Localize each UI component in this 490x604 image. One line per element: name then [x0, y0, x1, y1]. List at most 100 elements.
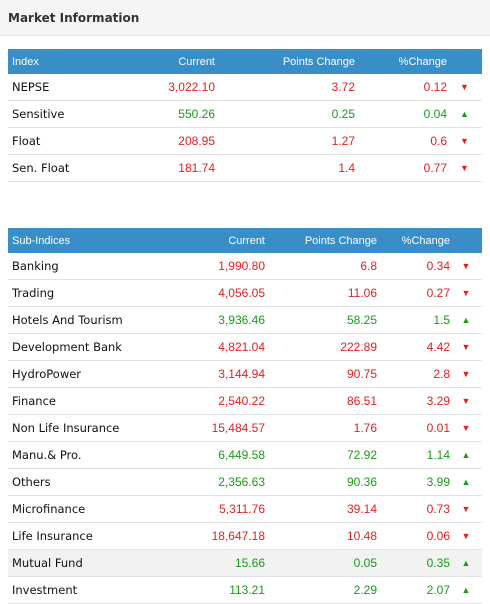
- row-points-change: 39.14: [265, 495, 377, 523]
- triangle-down-icon: ▼: [450, 387, 482, 415]
- row-pct-change: 0.06: [377, 522, 450, 550]
- row-current: 6,449.58: [148, 441, 265, 469]
- row-current: 3,936.46: [148, 306, 265, 334]
- table-row[interactable]: Mutual Fund 15.66 0.05 0.35 ▲: [8, 549, 482, 577]
- col-header-points-change: Points Change: [265, 228, 377, 253]
- row-name: Finance: [8, 387, 148, 415]
- row-current: 208.95: [103, 127, 215, 155]
- row-current: 3,144.94: [148, 360, 265, 388]
- triangle-up-icon: ▲: [450, 306, 482, 334]
- row-points-change: 1.27: [215, 127, 355, 155]
- row-points-change: 10.48: [265, 522, 377, 550]
- row-points-change: 72.92: [265, 441, 377, 469]
- panel-title: Market Information: [0, 0, 490, 36]
- row-pct-change: 0.6: [355, 127, 447, 155]
- table-row[interactable]: NEPSE 3,022.10 3.72 0.12 ▼: [8, 74, 482, 101]
- row-name: Investment: [8, 576, 148, 604]
- row-name: Others: [8, 468, 148, 496]
- row-name: Microfinance: [8, 495, 148, 523]
- row-name: Trading: [8, 279, 148, 307]
- row-name: Life Insurance: [8, 522, 148, 550]
- table-row[interactable]: Others 2,356.63 90.36 3.99 ▲: [8, 468, 482, 496]
- table-row[interactable]: Microfinance 5,311.76 39.14 0.73 ▼: [8, 495, 482, 523]
- row-points-change: 222.89: [265, 333, 377, 361]
- triangle-down-icon: ▼: [450, 414, 482, 442]
- row-points-change: 86.51: [265, 387, 377, 415]
- triangle-up-icon: ▲: [447, 100, 482, 128]
- triangle-up-icon: ▲: [450, 468, 482, 496]
- row-name: Manu.& Pro.: [8, 441, 148, 469]
- row-name: Float: [8, 127, 103, 155]
- row-current: 3,022.10: [103, 74, 215, 101]
- triangle-up-icon: ▲: [450, 576, 482, 604]
- triangle-down-icon: ▼: [447, 74, 482, 101]
- row-points-change: 6.8: [265, 253, 377, 280]
- col-header-current: Current: [103, 49, 215, 74]
- row-current: 550.26: [103, 100, 215, 128]
- triangle-down-icon: ▼: [447, 127, 482, 155]
- table-row[interactable]: Finance 2,540.22 86.51 3.29 ▼: [8, 387, 482, 415]
- row-points-change: 90.75: [265, 360, 377, 388]
- row-pct-change: 0.01: [377, 414, 450, 442]
- row-pct-change: 0.12: [355, 74, 447, 101]
- row-current: 181.74: [103, 154, 215, 182]
- row-current: 18,647.18: [148, 522, 265, 550]
- row-current: 15,484.57: [148, 414, 265, 442]
- triangle-up-icon: ▲: [450, 441, 482, 469]
- col-header-points-change: Points Change: [215, 49, 355, 74]
- row-current: 2,540.22: [148, 387, 265, 415]
- table-row[interactable]: Development Bank 4,821.04 222.89 4.42 ▼: [8, 333, 482, 361]
- row-name: Non Life Insurance: [8, 414, 148, 442]
- triangle-down-icon: ▼: [450, 495, 482, 523]
- sub-indices-table: Sub-Indices Current Points Change %Chang…: [8, 228, 482, 604]
- col-header-sub-indices: Sub-Indices: [8, 228, 148, 253]
- row-name: NEPSE: [8, 74, 103, 101]
- table-row[interactable]: Life Insurance 18,647.18 10.48 0.06 ▼: [8, 522, 482, 550]
- triangle-up-icon: ▲: [450, 549, 482, 577]
- row-pct-change: 3.99: [377, 468, 450, 496]
- triangle-down-icon: ▼: [450, 360, 482, 388]
- row-points-change: 3.72: [215, 74, 355, 101]
- row-name: Development Bank: [8, 333, 148, 361]
- row-current: 2,356.63: [148, 468, 265, 496]
- table-row[interactable]: Manu.& Pro. 6,449.58 72.92 1.14 ▲: [8, 441, 482, 469]
- row-points-change: 11.06: [265, 279, 377, 307]
- row-name: Mutual Fund: [8, 549, 148, 577]
- row-points-change: 1.76: [265, 414, 377, 442]
- row-name: Sen. Float: [8, 154, 103, 182]
- index-table-header: Index Current Points Change %Change: [8, 49, 482, 74]
- row-pct-change: 1.14: [377, 441, 450, 469]
- row-current: 15.66: [148, 549, 265, 577]
- table-row[interactable]: Sen. Float 181.74 1.4 0.77 ▼: [8, 154, 482, 182]
- table-row[interactable]: Banking 1,990.80 6.8 0.34 ▼: [8, 253, 482, 280]
- row-current: 5,311.76: [148, 495, 265, 523]
- row-pct-change: 0.27: [377, 279, 450, 307]
- table-row[interactable]: Float 208.95 1.27 0.6 ▼: [8, 127, 482, 155]
- row-points-change: 0.25: [215, 100, 355, 128]
- row-pct-change: 0.73: [377, 495, 450, 523]
- table-row[interactable]: Sensitive 550.26 0.25 0.04 ▲: [8, 100, 482, 128]
- triangle-down-icon: ▼: [450, 333, 482, 361]
- col-header-pct-change: %Change: [355, 49, 447, 74]
- col-header-trend: [450, 228, 482, 253]
- col-header-pct-change: %Change: [377, 228, 450, 253]
- table-row[interactable]: Trading 4,056.05 11.06 0.27 ▼: [8, 279, 482, 307]
- row-pct-change: 4.42: [377, 333, 450, 361]
- table-row[interactable]: Non Life Insurance 15,484.57 1.76 0.01 ▼: [8, 414, 482, 442]
- sub-indices-table-header: Sub-Indices Current Points Change %Chang…: [8, 228, 482, 253]
- col-header-index: Index: [8, 49, 103, 74]
- row-points-change: 58.25: [265, 306, 377, 334]
- row-current: 113.21: [148, 576, 265, 604]
- table-row[interactable]: Hotels And Tourism 3,936.46 58.25 1.5 ▲: [8, 306, 482, 334]
- row-current: 4,056.05: [148, 279, 265, 307]
- col-header-current: Current: [148, 228, 265, 253]
- table-row[interactable]: HydroPower 3,144.94 90.75 2.8 ▼: [8, 360, 482, 388]
- row-points-change: 0.05: [265, 549, 377, 577]
- table-row[interactable]: Investment 113.21 2.29 2.07 ▲: [8, 576, 482, 604]
- row-name: Banking: [8, 253, 148, 280]
- triangle-down-icon: ▼: [450, 522, 482, 550]
- row-points-change: 1.4: [215, 154, 355, 182]
- row-current: 1,990.80: [148, 253, 265, 280]
- row-name: Sensitive: [8, 100, 103, 128]
